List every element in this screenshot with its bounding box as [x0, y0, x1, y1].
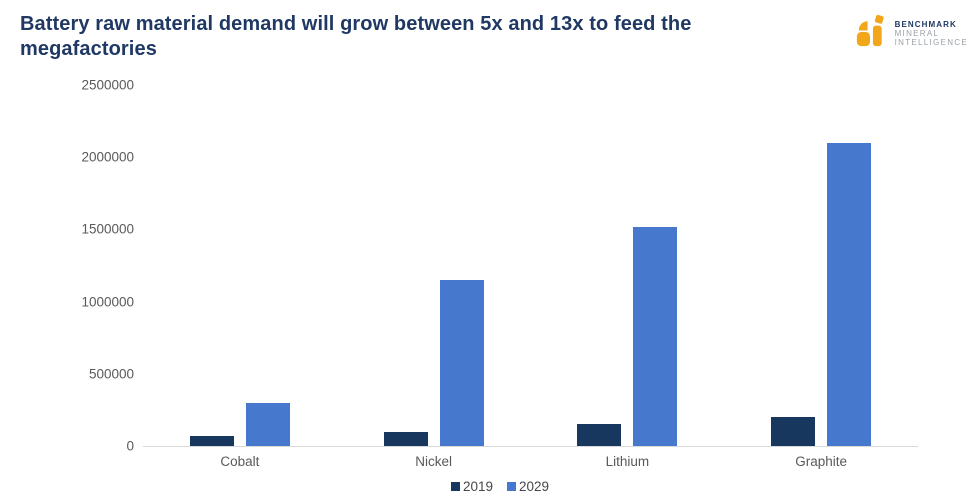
chart-legend: 2019 2029: [0, 479, 980, 494]
legend-label-2019: 2019: [462, 479, 493, 494]
legend-item-2019: 2019: [450, 479, 493, 494]
bar-graphite-2029: [827, 143, 872, 446]
x-axis-label-lithium: Lithium: [605, 454, 650, 469]
x-axis-label-graphite: Graphite: [795, 454, 848, 469]
x-axis-label-cobalt: Cobalt: [220, 454, 260, 469]
bar-lithium-2029: [633, 227, 678, 446]
bar-lithium-2019: [577, 424, 622, 446]
logo-sub-line-1: MINERAL: [894, 29, 940, 38]
benchmark-logo-text: BENCHMARK MINERAL INTELLIGENCE: [895, 13, 968, 47]
y-axis-tick-label: 0: [126, 438, 134, 454]
legend-item-2029: 2029: [507, 479, 549, 494]
y-axis-tick-label: 1500000: [81, 221, 134, 237]
y-axis-tick-label: 2500000: [81, 77, 134, 93]
bar-cobalt-2019: [189, 436, 234, 446]
logo-sub-line-2: INTELLIGENCE: [894, 38, 968, 47]
bar-cobalt-2029: [245, 403, 290, 446]
x-axis-line: [143, 445, 918, 447]
legend-marker-2029: [507, 482, 516, 491]
y-axis-tick-label: 1000000: [81, 294, 134, 310]
y-axis-tick-label: 2000000: [81, 149, 134, 165]
bar-graphite-2019: [771, 417, 816, 446]
legend-marker-2019: [450, 482, 460, 491]
legend-label-2029: 2029: [519, 479, 550, 494]
y-axis-tick-label: 500000: [88, 366, 134, 382]
benchmark-bi-monogram-icon: [856, 14, 884, 47]
benchmark-logo: BENCHMARK MINERAL INTELLIGENCE: [852, 13, 968, 50]
bar-nickel-2029: [439, 280, 484, 446]
chart-title: Battery raw material demand will grow be…: [20, 13, 692, 60]
logo-brand-line: BENCHMARK: [894, 20, 957, 29]
bar-nickel-2019: [383, 432, 428, 446]
x-axis-label-nickel: Nickel: [415, 454, 452, 469]
